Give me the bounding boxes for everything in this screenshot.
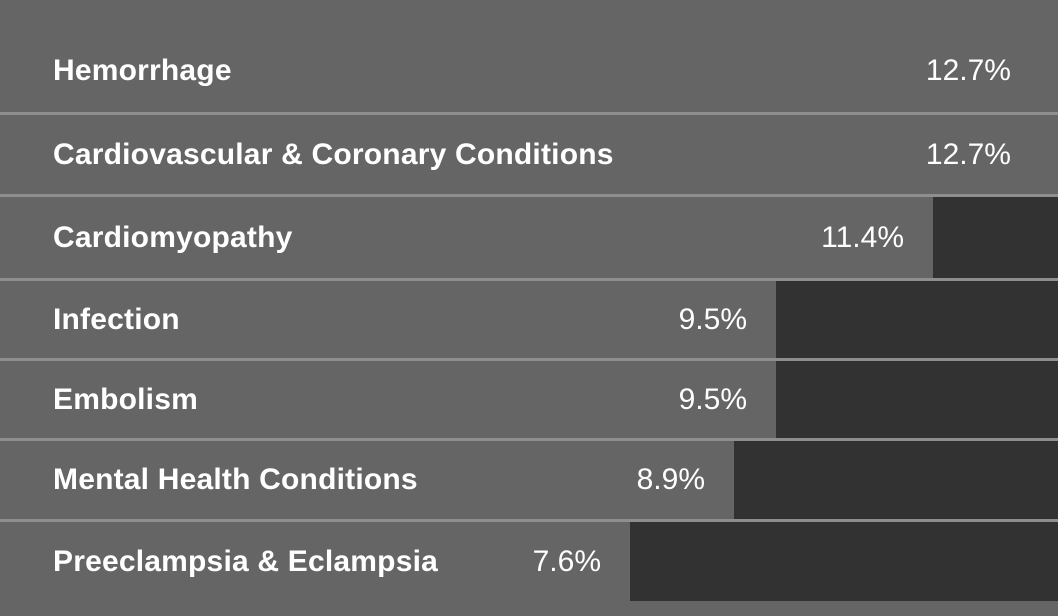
category-label: Cardiovascular & Coronary Conditions [53,137,614,171]
category-label: Preeclampsia & Eclampsia [53,544,439,578]
value-label: 9.5% [678,302,747,336]
row-divider [0,519,1058,522]
bar: Embolism 9.5% [0,361,776,438]
bar: Cardiomyopathy 11.4% [0,197,933,278]
row-divider [0,194,1058,197]
row-divider [0,278,1058,281]
chart-row: Embolism 9.5% [0,361,1058,438]
value-label: 11.4% [821,220,904,254]
value-label: 9.5% [678,382,747,416]
bottom-margin [0,601,1058,616]
category-label: Embolism [53,382,198,416]
category-label: Infection [53,302,180,336]
bar: Preeclampsia & Eclampsia 7.6% [0,522,630,601]
chart-row: Hemorrhage 12.7% [0,0,1058,112]
row-divider [0,112,1058,115]
chart-row: Cardiomyopathy 11.4% [0,197,1058,278]
category-label: Mental Health Conditions [53,463,418,496]
bar: Hemorrhage 12.7% [0,0,1058,112]
chart-row: Cardiovascular & Coronary Conditions 12.… [0,115,1058,194]
chart-row: Mental Health Conditions 8.9% [0,441,1058,519]
category-label: Hemorrhage [53,54,232,87]
bar: Infection 9.5% [0,281,776,358]
value-label: 12.7% [925,54,1011,87]
category-label: Cardiomyopathy [53,220,293,254]
bar: Cardiovascular & Coronary Conditions 12.… [0,115,1058,194]
chart-row: Preeclampsia & Eclampsia 7.6% [0,522,1058,601]
bar: Mental Health Conditions 8.9% [0,441,734,519]
row-divider [0,358,1058,361]
value-label: 8.9% [636,463,705,496]
value-label: 7.6% [532,544,601,578]
value-label: 12.7% [925,137,1011,171]
row-divider [0,438,1058,441]
chart-row: Infection 9.5% [0,281,1058,358]
